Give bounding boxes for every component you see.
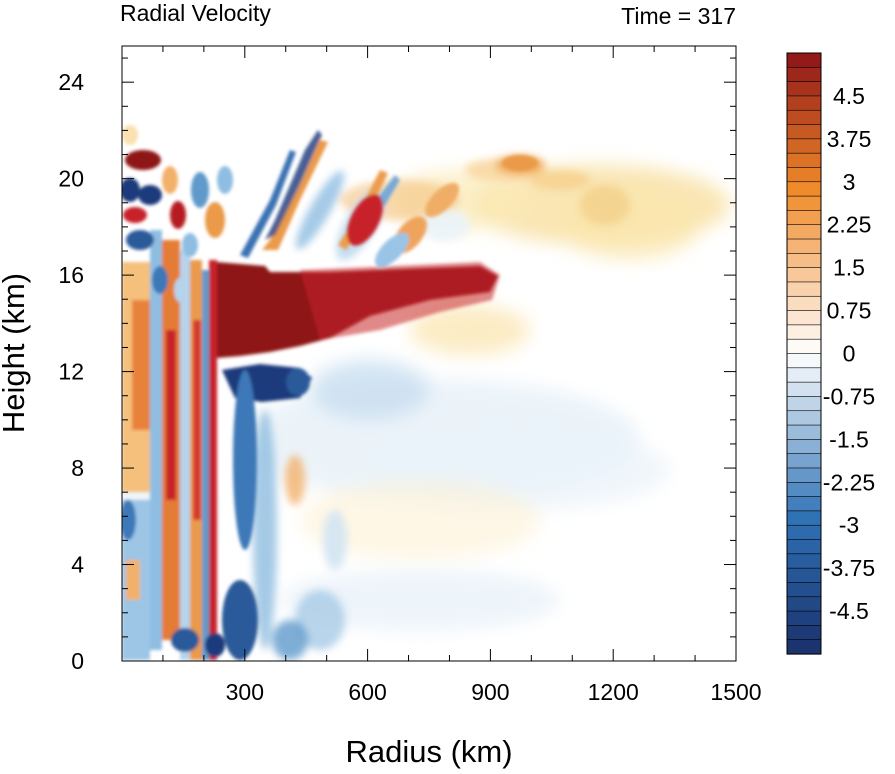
colorbar-label: -2.25 bbox=[823, 469, 875, 495]
x-tick-label: 900 bbox=[471, 679, 509, 705]
colorbar-label: 4.5 bbox=[833, 83, 865, 109]
colorbar-swatch bbox=[786, 639, 822, 655]
colorbar-swatch bbox=[786, 295, 822, 312]
plot-area bbox=[121, 45, 737, 662]
y-tick-label: 16 bbox=[58, 262, 84, 288]
colorbar-swatch bbox=[786, 109, 822, 126]
y-tick-label: 12 bbox=[58, 359, 84, 385]
colorbar-swatch bbox=[786, 324, 822, 340]
colorbar-swatch bbox=[786, 67, 822, 83]
colorbar-label: -0.75 bbox=[823, 383, 875, 409]
colorbar-swatch bbox=[786, 467, 822, 483]
colorbar: 4.5 3.75 3 2.25 1.5 0.75 0 -0.75 -1.5 -2.25 -3 -3.7… bbox=[786, 52, 875, 655]
y-tick-label: 20 bbox=[58, 166, 84, 192]
colorbar-swatch bbox=[786, 439, 822, 455]
y-tick-label: 24 bbox=[58, 69, 84, 95]
x-axis: 300 600 900 1200 1500 bbox=[162, 46, 762, 705]
colorbar-swatch bbox=[786, 396, 822, 412]
colorbar-swatch bbox=[786, 582, 822, 598]
colorbar-swatch bbox=[786, 310, 822, 326]
colorbar-swatch bbox=[786, 453, 822, 469]
colorbar-swatch bbox=[786, 596, 822, 612]
x-tick-label: 600 bbox=[348, 679, 386, 705]
colorbar-swatch bbox=[786, 496, 822, 512]
colorbar-swatch bbox=[786, 281, 822, 297]
strong-feature-layer bbox=[122, 125, 538, 660]
colorbar-swatch bbox=[786, 138, 822, 154]
velocity-field bbox=[122, 125, 730, 660]
colorbar-swatch bbox=[786, 481, 822, 498]
colorbar-swatch bbox=[786, 181, 822, 197]
colorbar-swatch bbox=[786, 610, 822, 626]
y-tick-label: 0 bbox=[71, 648, 84, 674]
colorbar-label: 3.75 bbox=[827, 126, 872, 152]
colorbar-swatch bbox=[786, 52, 822, 68]
colorbar-swatch bbox=[786, 81, 822, 97]
colorbar-frame bbox=[786, 52, 822, 655]
colorbar-swatch bbox=[786, 253, 822, 269]
colorbar-label: -1.5 bbox=[829, 426, 869, 452]
colorbar-label: 0.75 bbox=[827, 298, 872, 324]
plot-frame bbox=[121, 45, 737, 662]
colorbar-swatch bbox=[786, 424, 822, 440]
colorbar-swatch bbox=[786, 210, 822, 226]
colorbar-swatch bbox=[786, 353, 822, 369]
colorbar-swatch bbox=[786, 152, 822, 169]
colorbar-label: 1.5 bbox=[833, 255, 865, 281]
colorbar-swatch bbox=[786, 553, 822, 569]
x-tick-label: 1200 bbox=[588, 679, 639, 705]
colorbar-swatch bbox=[786, 338, 822, 355]
colorbar-swatch bbox=[786, 539, 822, 555]
colorbar-label: -3 bbox=[839, 512, 859, 538]
colorbar-swatch bbox=[786, 410, 822, 426]
colorbar-label: -3.75 bbox=[823, 555, 875, 581]
colorbar-swatch bbox=[786, 267, 822, 283]
colorbar-swatch bbox=[786, 124, 822, 140]
colorbar-label: -4.5 bbox=[829, 598, 869, 624]
y-axis: 0 4 8 12 16 20 24 bbox=[58, 57, 736, 674]
x-tick-label: 1500 bbox=[710, 679, 761, 705]
chart-title-right: Time = 317 bbox=[621, 3, 736, 29]
colorbar-swatch bbox=[786, 367, 822, 383]
colorbar-swatch bbox=[786, 567, 822, 584]
colorbar-swatch bbox=[786, 524, 822, 541]
colorbar-label: 3 bbox=[843, 169, 856, 195]
colorbar-label: 0 bbox=[843, 341, 856, 367]
colorbar-swatch bbox=[786, 381, 822, 398]
colorbar-swatch bbox=[786, 195, 822, 212]
colorbar-swatch bbox=[786, 510, 822, 526]
x-axis-label: Radius (km) bbox=[345, 734, 512, 769]
y-tick-label: 8 bbox=[71, 455, 84, 481]
colorbar-label: 2.25 bbox=[827, 212, 872, 238]
y-tick-label: 4 bbox=[71, 552, 84, 578]
colorbar-swatch bbox=[786, 95, 822, 111]
x-tick-label: 300 bbox=[226, 679, 264, 705]
chart-title-left: Radial Velocity bbox=[120, 0, 271, 26]
colorbar-swatch bbox=[786, 224, 822, 240]
y-axis-label: Height (km) bbox=[0, 273, 31, 433]
colorbar-swatch bbox=[786, 625, 822, 641]
colorbar-swatch bbox=[786, 238, 822, 254]
colorbar-swatch bbox=[786, 167, 822, 183]
